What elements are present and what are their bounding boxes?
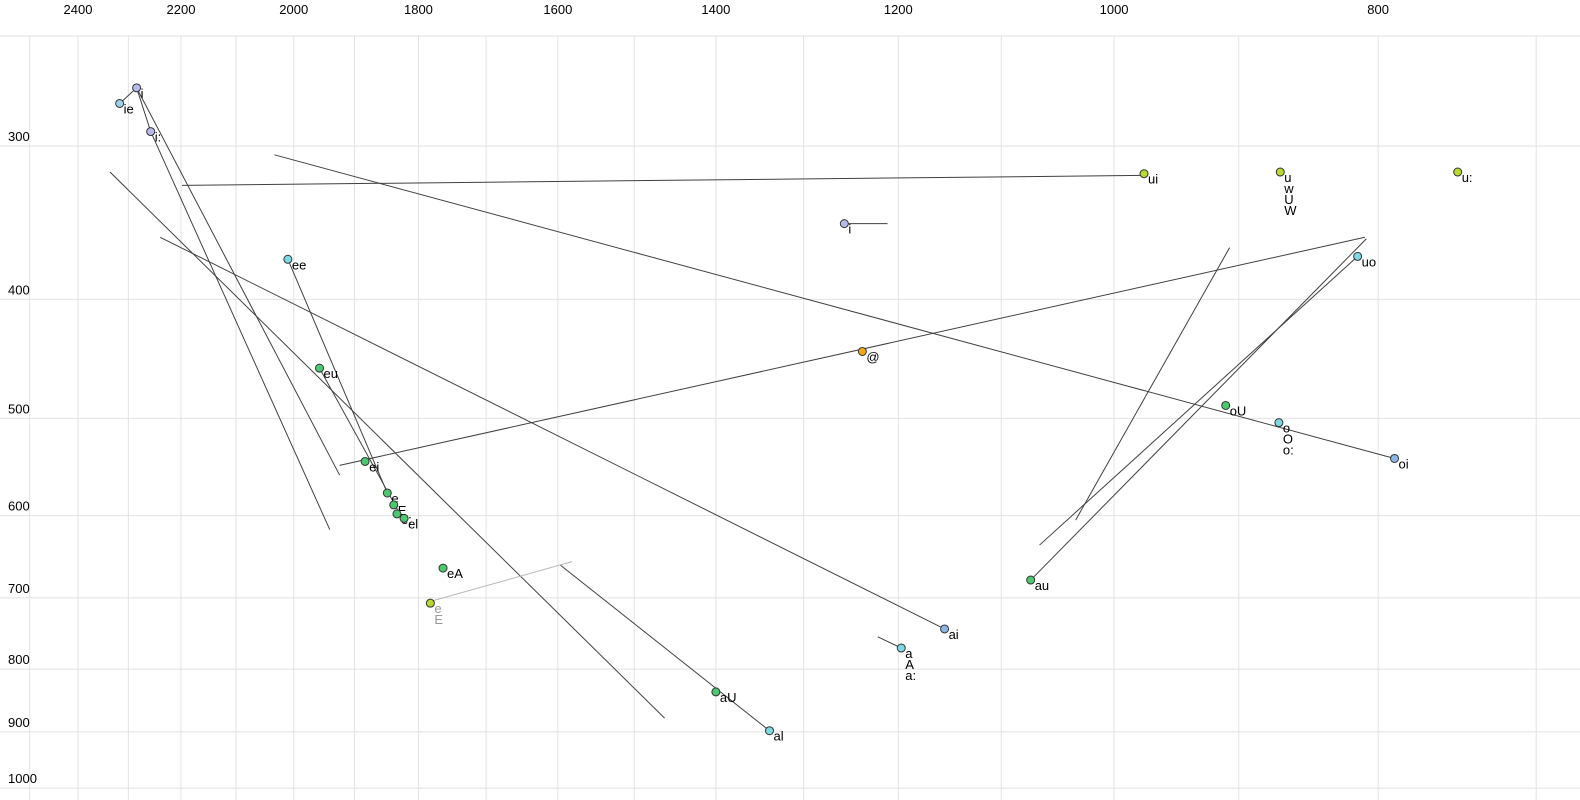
vowel-point-label: al	[773, 729, 783, 744]
vowel-point-label: u:	[1462, 170, 1473, 185]
y-axis-tick-label: 600	[8, 499, 30, 514]
y-axis-tick-label: 800	[8, 652, 30, 667]
vowel-point-label: ee	[292, 257, 306, 272]
vowel-point	[392, 509, 402, 519]
x-axis-tick-label: 2000	[279, 2, 308, 17]
vowel-point	[1390, 453, 1400, 463]
vowel-point-label: e	[434, 601, 441, 616]
vowel-point-label: au	[1035, 578, 1049, 593]
vowel-point	[1026, 575, 1036, 585]
trajectory-line	[109, 171, 665, 719]
y-axis-tick-label: 400	[8, 282, 30, 297]
trajectory-line	[159, 236, 945, 630]
vowel-point	[857, 346, 867, 356]
x-axis-tick-label: 1600	[543, 2, 572, 17]
x-axis-tick-label: 1400	[701, 2, 730, 17]
vowel-point-label: a	[905, 646, 913, 661]
trajectory-line	[339, 236, 1366, 466]
vowel-point	[711, 687, 721, 697]
x-axis-tick-label: 2400	[64, 2, 93, 17]
vowel-point-label: oU	[1230, 403, 1247, 418]
vowel-point-label: oi	[1399, 456, 1409, 471]
vowel-point	[839, 219, 849, 229]
vowel-point	[314, 363, 324, 373]
vowel-point-label: U	[1284, 192, 1293, 207]
vowel-point-label: O	[1283, 432, 1293, 447]
vowel-point-label: ui	[1148, 172, 1158, 187]
x-axis-tick-label: 1000	[1100, 2, 1129, 17]
vowel-point	[764, 726, 774, 736]
vowel-point-label: W	[1284, 203, 1297, 218]
vowel-point	[1139, 169, 1149, 179]
vowel-point-label: uo	[1362, 254, 1376, 269]
vowel-point-label: eu	[323, 366, 337, 381]
vowel-point	[1453, 167, 1463, 177]
x-axis-tick-label: 1200	[884, 2, 913, 17]
vowel-point	[389, 500, 399, 510]
x-axis-tick-label: 1800	[404, 2, 433, 17]
vowel-point-label: a:	[905, 668, 916, 683]
trajectory-line	[136, 87, 152, 132]
trajectory-line	[1075, 247, 1231, 521]
vowel-point	[438, 563, 448, 573]
y-axis-tick-label: 300	[8, 129, 30, 144]
trajectory-line	[287, 259, 388, 494]
vowel-point-label: @	[866, 349, 879, 364]
vowel-point-label: o:	[1283, 443, 1294, 458]
vowel-point-label: o	[1283, 421, 1290, 436]
vowel-point	[1221, 400, 1231, 410]
vowel-point-label: eA	[447, 566, 463, 581]
trajectory-line	[150, 131, 331, 530]
trajectory-line	[559, 564, 770, 732]
y-axis-tick-label: 900	[8, 715, 30, 730]
vowel-point-label: i	[848, 222, 851, 237]
x-axis-tick-label: 2200	[167, 2, 196, 17]
vowel-point-label: ie	[124, 101, 134, 116]
vowel-point	[1353, 251, 1363, 261]
vowel-point	[132, 83, 142, 93]
vowel-point-label: i:	[155, 130, 162, 145]
vowel-point	[1275, 167, 1285, 177]
y-axis-tick-label: 500	[8, 401, 30, 416]
trajectory-line	[136, 87, 341, 476]
vowel-point	[360, 456, 370, 466]
vowel-point	[399, 513, 409, 523]
vowel-point-label: e	[391, 491, 398, 506]
trajectory-line	[1039, 256, 1358, 546]
vowel-point-label: A	[905, 657, 914, 672]
trajectory-line	[319, 367, 406, 523]
trajectory-line	[1030, 238, 1367, 581]
x-axis-tick-label: 800	[1367, 2, 1389, 17]
trajectory-line	[182, 174, 1142, 186]
vowel-point	[283, 254, 293, 264]
vowel-point-label: ai	[949, 627, 959, 642]
vowel-point-label: ei	[369, 459, 379, 474]
vowel-point	[382, 488, 392, 498]
vowel-point-label: u	[1284, 170, 1291, 185]
vowel-point-label: w	[1283, 181, 1294, 196]
vowel-point	[1274, 418, 1284, 428]
vowel-point-label: aU	[720, 690, 737, 705]
vowel-point-label: i	[141, 86, 144, 101]
vowel-point	[940, 624, 950, 634]
vowel-point	[115, 98, 125, 108]
vowel-point	[146, 127, 156, 137]
vowel-point	[896, 643, 906, 653]
trajectory-line	[274, 154, 1395, 459]
vowel-point-label: E	[434, 612, 443, 627]
vowel-point	[425, 598, 435, 608]
vowel-point-label: el	[408, 516, 418, 531]
y-axis-tick-label: 700	[8, 581, 30, 596]
trajectory-line	[432, 561, 573, 602]
vowel-point-label: E	[398, 503, 407, 518]
y-axis-tick-label: 1000	[8, 771, 37, 786]
